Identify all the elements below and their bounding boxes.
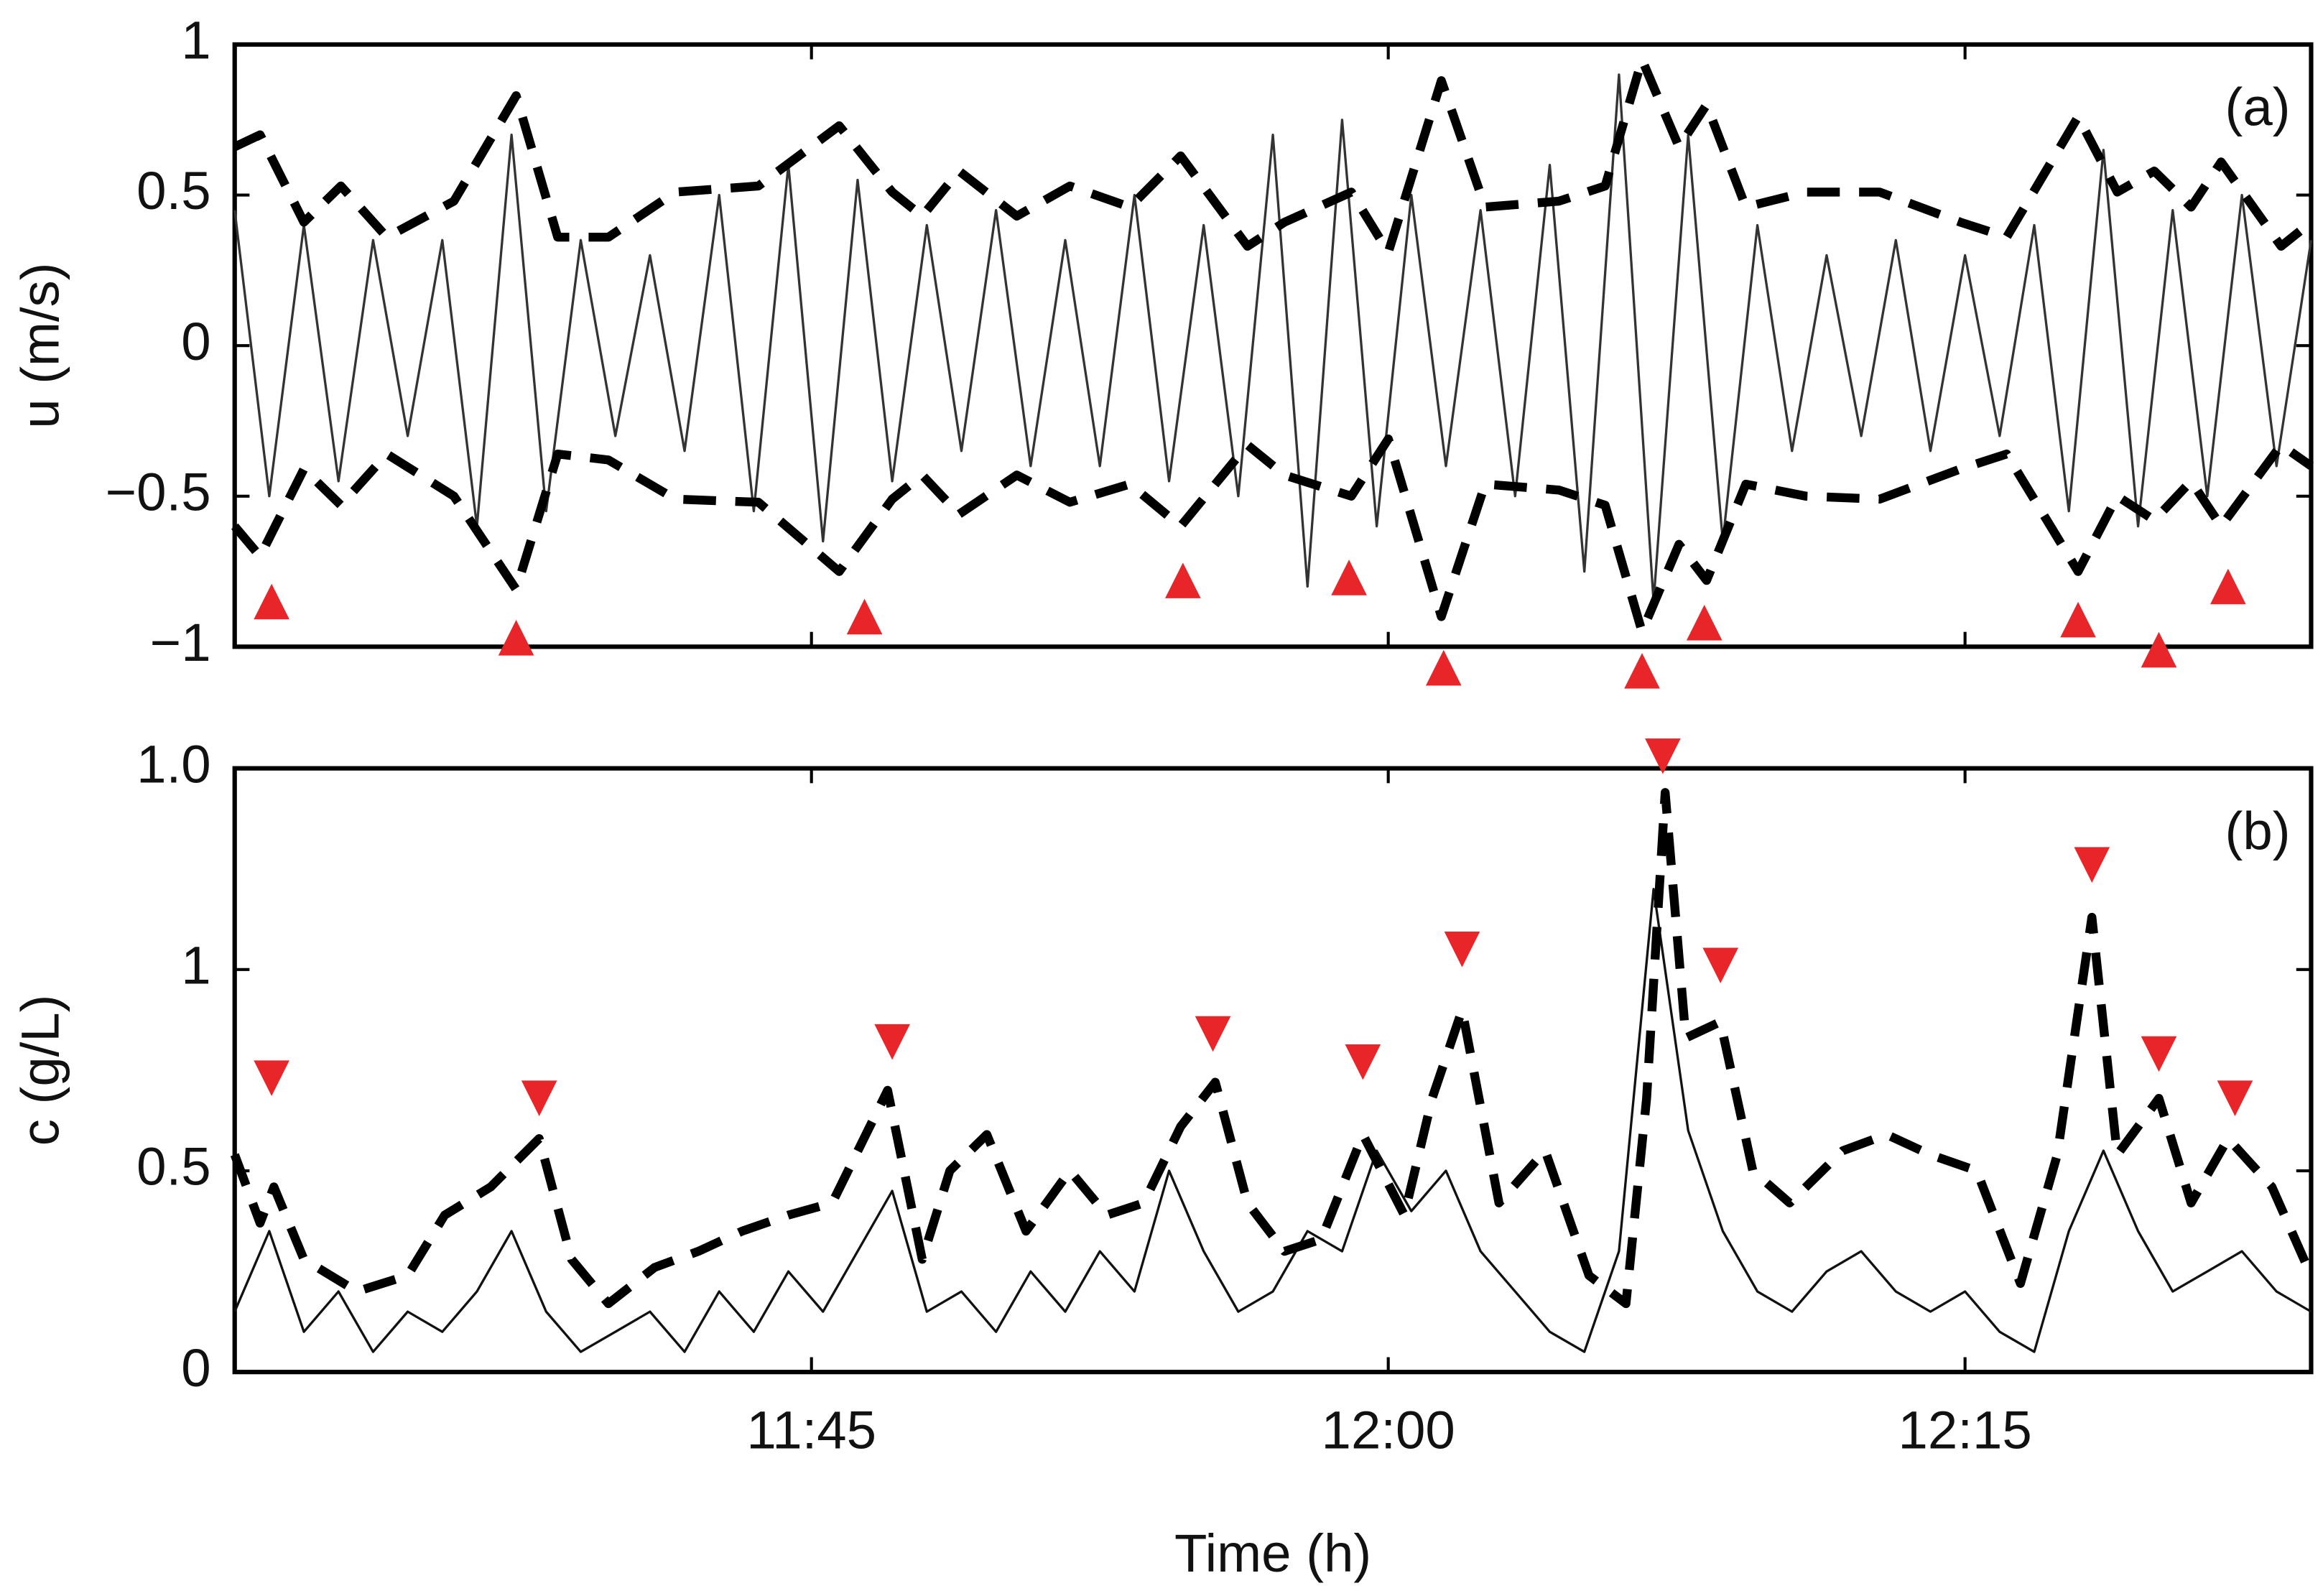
y-tick-label: 0 xyxy=(181,1338,210,1398)
peak-marker xyxy=(1331,560,1367,595)
x-axis-label: Time (h) xyxy=(1174,1523,1371,1583)
x-tick-label: 12:00 xyxy=(1322,1401,1455,1460)
peak-marker xyxy=(254,1060,289,1096)
y-tick-label: 0.5 xyxy=(136,1137,210,1197)
y-tick-label: 1.0 xyxy=(136,734,210,794)
peak-marker xyxy=(1686,605,1722,641)
peak-marker xyxy=(2060,601,2096,638)
y-tick-label: 1 xyxy=(181,11,210,70)
peak-marker xyxy=(2141,631,2177,668)
envelope-line xyxy=(230,788,2316,1309)
y-tick-label: 0 xyxy=(181,312,210,371)
y-tick-label: 0.5 xyxy=(136,161,210,221)
peak-marker xyxy=(2210,568,2246,605)
peak-marker xyxy=(1425,649,1462,686)
peak-marker xyxy=(1624,653,1660,689)
peak-marker xyxy=(1345,1044,1381,1080)
y-axis-label: u (m/s) xyxy=(11,263,70,429)
x-tick-label: 12:15 xyxy=(1898,1401,2032,1460)
peak-marker xyxy=(521,1080,557,1116)
envelope-line xyxy=(231,434,2314,636)
x-tick-label: 11:45 xyxy=(746,1401,876,1460)
peak-marker xyxy=(2141,1036,2177,1072)
peak-marker xyxy=(1444,932,1480,968)
y-tick-label: 1 xyxy=(181,936,210,996)
panel-label: (a) xyxy=(2225,78,2291,137)
peak-marker xyxy=(498,620,534,656)
envelope-line xyxy=(233,55,2314,257)
peak-marker xyxy=(1645,738,1681,774)
plot-frame xyxy=(232,766,2314,1375)
y-axis-label: c (g/L) xyxy=(11,995,70,1146)
peak-marker xyxy=(874,1024,910,1060)
y-tick-label: −1 xyxy=(150,613,211,672)
peak-marker xyxy=(1702,947,1739,984)
panel-label: (b) xyxy=(2225,801,2291,860)
peak-marker xyxy=(2074,847,2110,883)
signal-line xyxy=(233,888,2312,1353)
peak-marker xyxy=(1165,562,1201,598)
signal-line xyxy=(233,73,2313,603)
peak-marker xyxy=(1195,1016,1231,1052)
peak-marker xyxy=(846,598,883,635)
peak-marker xyxy=(254,583,289,620)
y-tick-label: −0.5 xyxy=(106,462,211,521)
peak-marker xyxy=(2217,1080,2253,1116)
